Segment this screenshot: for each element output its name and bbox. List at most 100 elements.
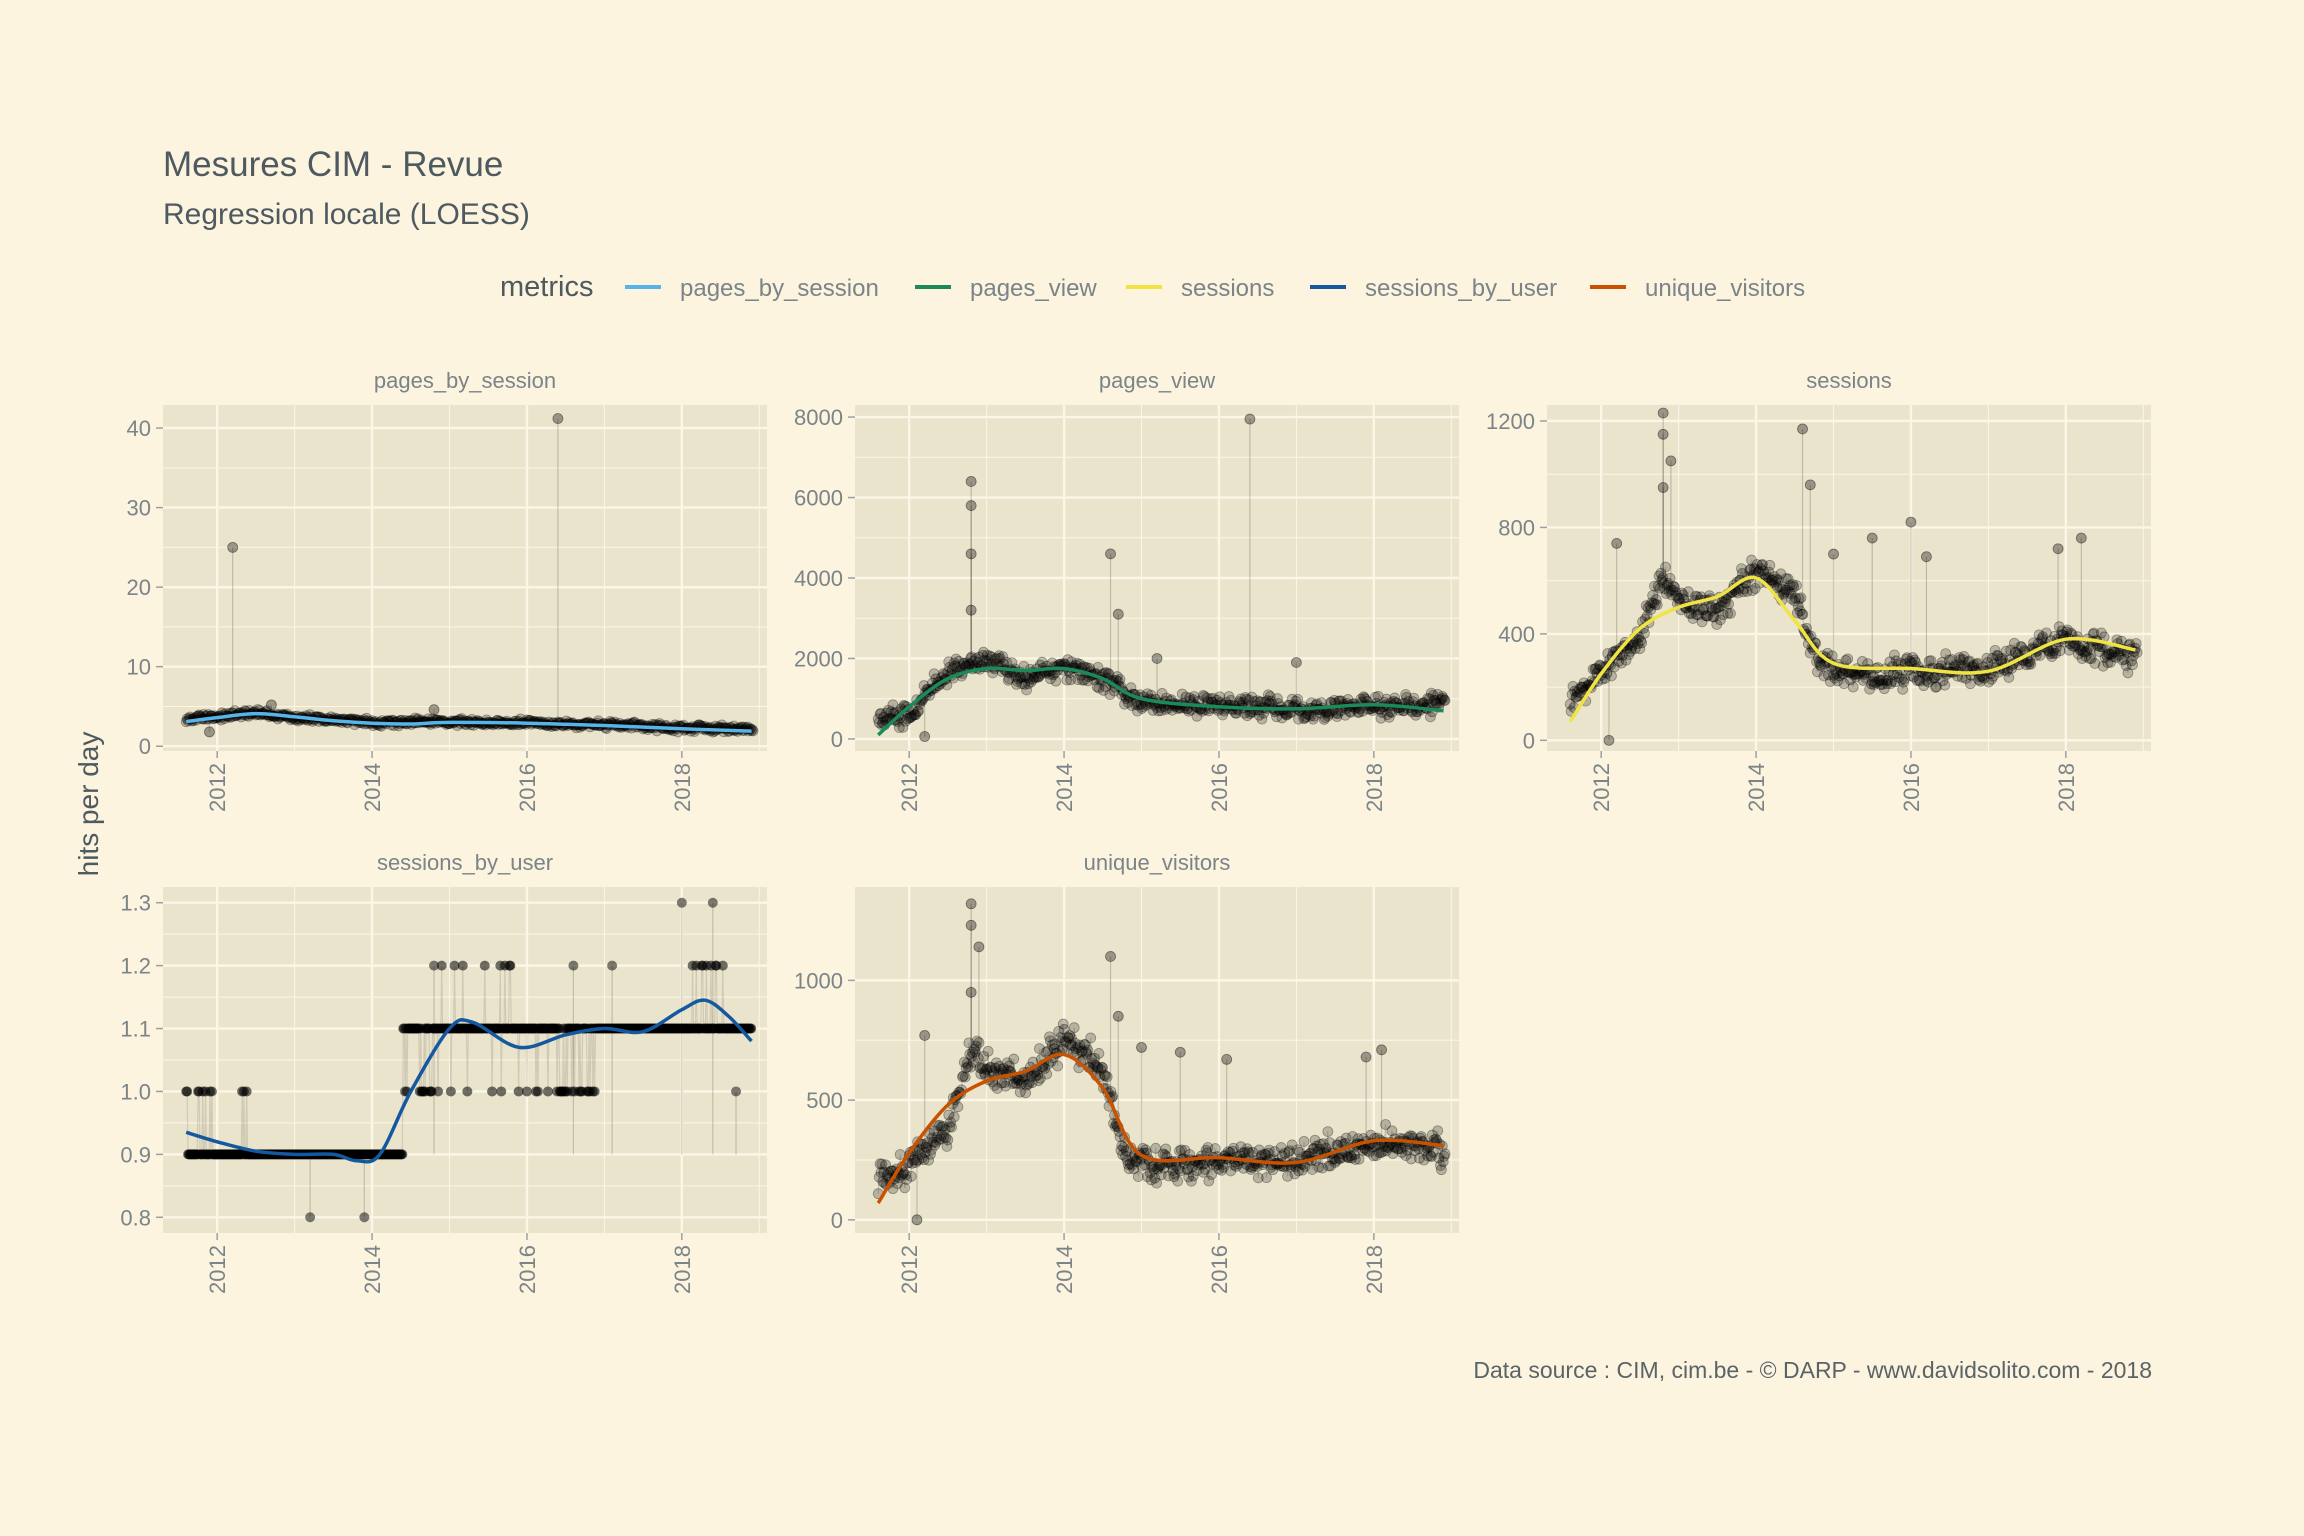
x-tick-label: 2014 [1052, 1245, 1077, 1294]
panel-pages_by_session: 2012 2014 2016 2018 0 10 20 30 40 pages_by_sessio… [127, 368, 767, 812]
data-point [961, 657, 973, 669]
data-point [1439, 694, 1451, 706]
data-point [1871, 676, 1883, 688]
data-point [1774, 581, 1786, 593]
data-point [1176, 688, 1188, 700]
data-point [1058, 1024, 1070, 1035]
data-point [910, 1157, 922, 1168]
data-point [1015, 1078, 1027, 1090]
data-point [1943, 654, 1955, 666]
panel-background [855, 887, 1459, 1233]
data-point [1650, 594, 1662, 605]
data-point [892, 1178, 903, 1189]
data-point [2043, 645, 2055, 657]
data-point [1603, 734, 1615, 746]
data-point [1068, 1022, 1080, 1034]
legend-label-unique_visitors: unique_visitors [1645, 275, 1805, 302]
data-point [1693, 609, 1704, 621]
data-point [968, 655, 979, 667]
data-point [1905, 516, 1917, 528]
data-point [1997, 652, 2008, 664]
data-point [1425, 1151, 1437, 1162]
loess-line-sessions [1568, 575, 2136, 723]
data-point [1381, 1141, 1393, 1153]
data-point [1132, 1171, 1144, 1182]
data-point [1240, 692, 1251, 703]
data-point [1395, 1143, 1407, 1154]
data-point [1006, 657, 1018, 669]
data-point [1332, 708, 1344, 720]
data-point [1242, 1146, 1254, 1158]
data-point [1646, 597, 1658, 609]
data-point [965, 1061, 977, 1073]
data-point [1723, 598, 1735, 610]
data-point [1376, 706, 1388, 718]
data-point [1867, 671, 1879, 683]
data-point [1003, 673, 1015, 684]
data-point [881, 1169, 893, 1181]
data-point [1019, 678, 1031, 690]
data-point [1766, 574, 1778, 586]
data-point [1066, 1040, 1078, 1052]
data-point [1626, 643, 1637, 654]
data-point [1954, 654, 1966, 666]
data-point [1889, 676, 1901, 688]
data-point [1254, 696, 1266, 708]
data-point [1683, 607, 1695, 619]
data-point [1418, 1154, 1430, 1166]
data-point [1282, 1170, 1293, 1182]
data-point [1625, 645, 1637, 657]
data-point [1065, 674, 1076, 686]
data-point [1147, 704, 1159, 716]
data-point [1370, 1150, 1382, 1161]
data-point [1836, 668, 1848, 680]
data-point [977, 650, 989, 661]
x-tick-label: 2014 [360, 763, 385, 812]
data-point [1011, 1077, 1022, 1089]
data-point [1053, 1025, 1065, 1037]
data-point [2077, 645, 2089, 657]
data-point [1168, 1171, 1180, 1183]
data-point [1217, 709, 1228, 721]
data-point [2020, 659, 2032, 671]
data-point [978, 1051, 989, 1062]
data-point [1419, 1144, 1431, 1156]
data-point [1065, 1039, 1076, 1051]
data-point [1657, 407, 1669, 419]
data-point [1089, 1059, 1101, 1071]
data-point [1390, 1142, 1402, 1153]
data-point [917, 1138, 929, 1150]
y-axis-label: hits per day [73, 732, 104, 877]
data-point [1830, 665, 1842, 677]
data-point [2107, 651, 2119, 663]
data-point [994, 653, 1006, 664]
data-point [2097, 660, 2109, 672]
data-point [1780, 573, 1792, 584]
x-tick-label: 2018 [2054, 763, 2079, 812]
data-point [1012, 675, 1023, 687]
data-point [970, 1040, 982, 1052]
data-point [1100, 667, 1112, 678]
data-point [1435, 694, 1446, 706]
data-point [926, 1132, 938, 1144]
data-point [1152, 1163, 1163, 1175]
data-point [1736, 567, 1748, 579]
data-point [1571, 691, 1583, 703]
data-point [1632, 638, 1644, 650]
data-point [1340, 1132, 1352, 1144]
data-point [1025, 1070, 1037, 1082]
data-point [1153, 705, 1164, 717]
x-tick-label: 2014 [1744, 763, 1769, 812]
data-point [1316, 1162, 1328, 1174]
data-point [1437, 1156, 1449, 1168]
data-point [1793, 593, 1805, 605]
data-point [911, 1214, 923, 1226]
data-point [1261, 1172, 1272, 1184]
data-points [1564, 407, 2143, 746]
data-point [1137, 1143, 1149, 1154]
data-point [1432, 689, 1444, 700]
data-point [947, 663, 958, 675]
data-point [1026, 1077, 1038, 1089]
data-point [2025, 658, 2037, 670]
data-point [1789, 595, 1800, 607]
